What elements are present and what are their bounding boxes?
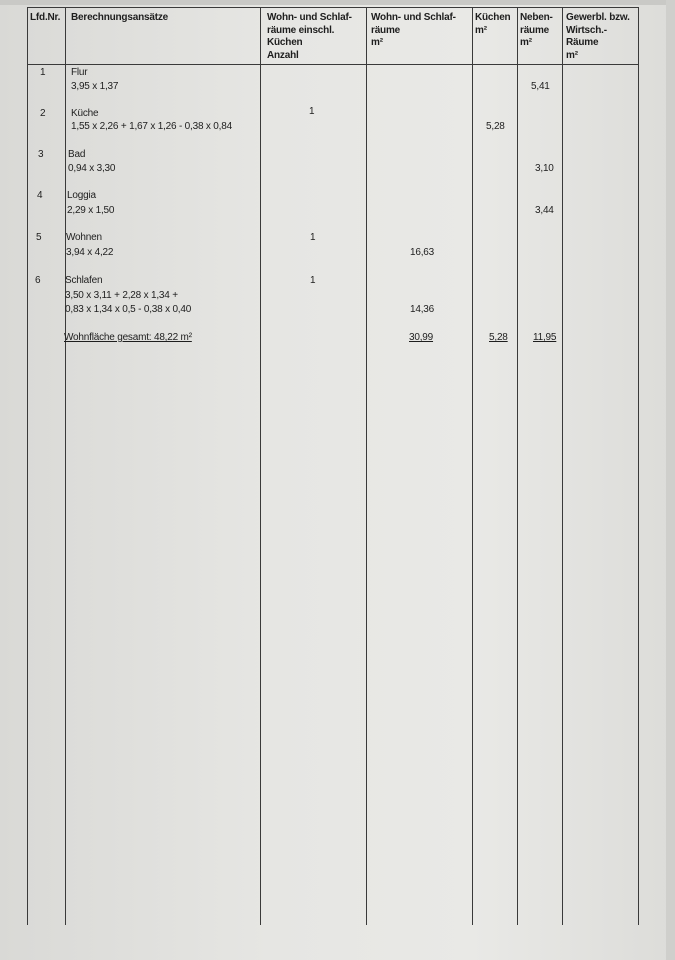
column-line xyxy=(562,7,563,925)
total-kueche: 5,28 xyxy=(489,332,508,343)
header-wohn: Wohn- und Schlaf- räume m² xyxy=(371,12,456,48)
row-name: Küche xyxy=(71,108,99,119)
row-formula: 1,55 x 2,26 + 1,67 x 1,26 - 0,38 x 0,84 xyxy=(71,121,232,132)
row-kueche: 5,28 xyxy=(486,121,505,132)
row-formula: 3,50 x 3,11 + 2,28 x 1,34 + 0,83 x 1,34 … xyxy=(65,290,192,315)
column-line xyxy=(638,7,639,925)
row-nr: 6 xyxy=(35,275,41,286)
header-divider xyxy=(27,64,639,65)
row-nr: 5 xyxy=(36,232,42,243)
header-kuechen: Küchen m² xyxy=(475,12,511,36)
column-line xyxy=(517,7,518,925)
row-name: Flur xyxy=(71,67,88,78)
row-formula: 2,29 x 1,50 xyxy=(67,205,115,216)
row-formula: 3,94 x 4,22 xyxy=(66,247,114,258)
total-label: Wohnfläche gesamt: 48,22 m² xyxy=(64,332,192,343)
total-neben: 11,95 xyxy=(533,332,557,343)
row-nr: 2 xyxy=(40,108,46,119)
header-nr: Lfd.Nr. xyxy=(30,12,61,23)
column-line xyxy=(260,7,261,925)
row-anzahl: 1 xyxy=(309,106,315,117)
header-neben: Neben- räume m² xyxy=(520,12,553,48)
column-line xyxy=(65,7,66,925)
header-ansatz: Berechnungsansätze xyxy=(71,12,168,23)
row-anzahl: 1 xyxy=(310,275,316,286)
column-line xyxy=(472,7,473,925)
row-anzahl: 1 xyxy=(310,232,316,243)
header-anzahl: Wohn- und Schlaf- räume einschl. Küchen … xyxy=(267,12,352,61)
row-neben: 3,10 xyxy=(535,163,554,174)
row-formula: 0,94 x 3,30 xyxy=(68,163,116,174)
row-formula: 3,95 x 1,37 xyxy=(71,81,119,92)
row-nr: 1 xyxy=(40,67,46,78)
column-line xyxy=(366,7,367,925)
row-wohn: 16,63 xyxy=(410,247,435,258)
paper-right-edge xyxy=(666,0,675,960)
row-name: Schlafen xyxy=(65,275,103,286)
total-wohn: 30,99 xyxy=(409,332,434,343)
paper-top-edge xyxy=(0,0,675,5)
column-line xyxy=(27,7,28,925)
header-gewerbl: Gewerbl. bzw. Wirtsch.- Räume m² xyxy=(566,12,630,61)
row-nr: 3 xyxy=(38,149,44,160)
row-wohn: 14,36 xyxy=(410,304,435,315)
row-name: Loggia xyxy=(67,190,96,201)
row-neben: 3,44 xyxy=(535,205,554,216)
row-nr: 4 xyxy=(37,190,43,201)
row-neben: 5,41 xyxy=(531,81,550,92)
table-top-border xyxy=(27,7,639,8)
row-name: Bad xyxy=(68,149,86,160)
row-name: Wohnen xyxy=(66,232,102,243)
